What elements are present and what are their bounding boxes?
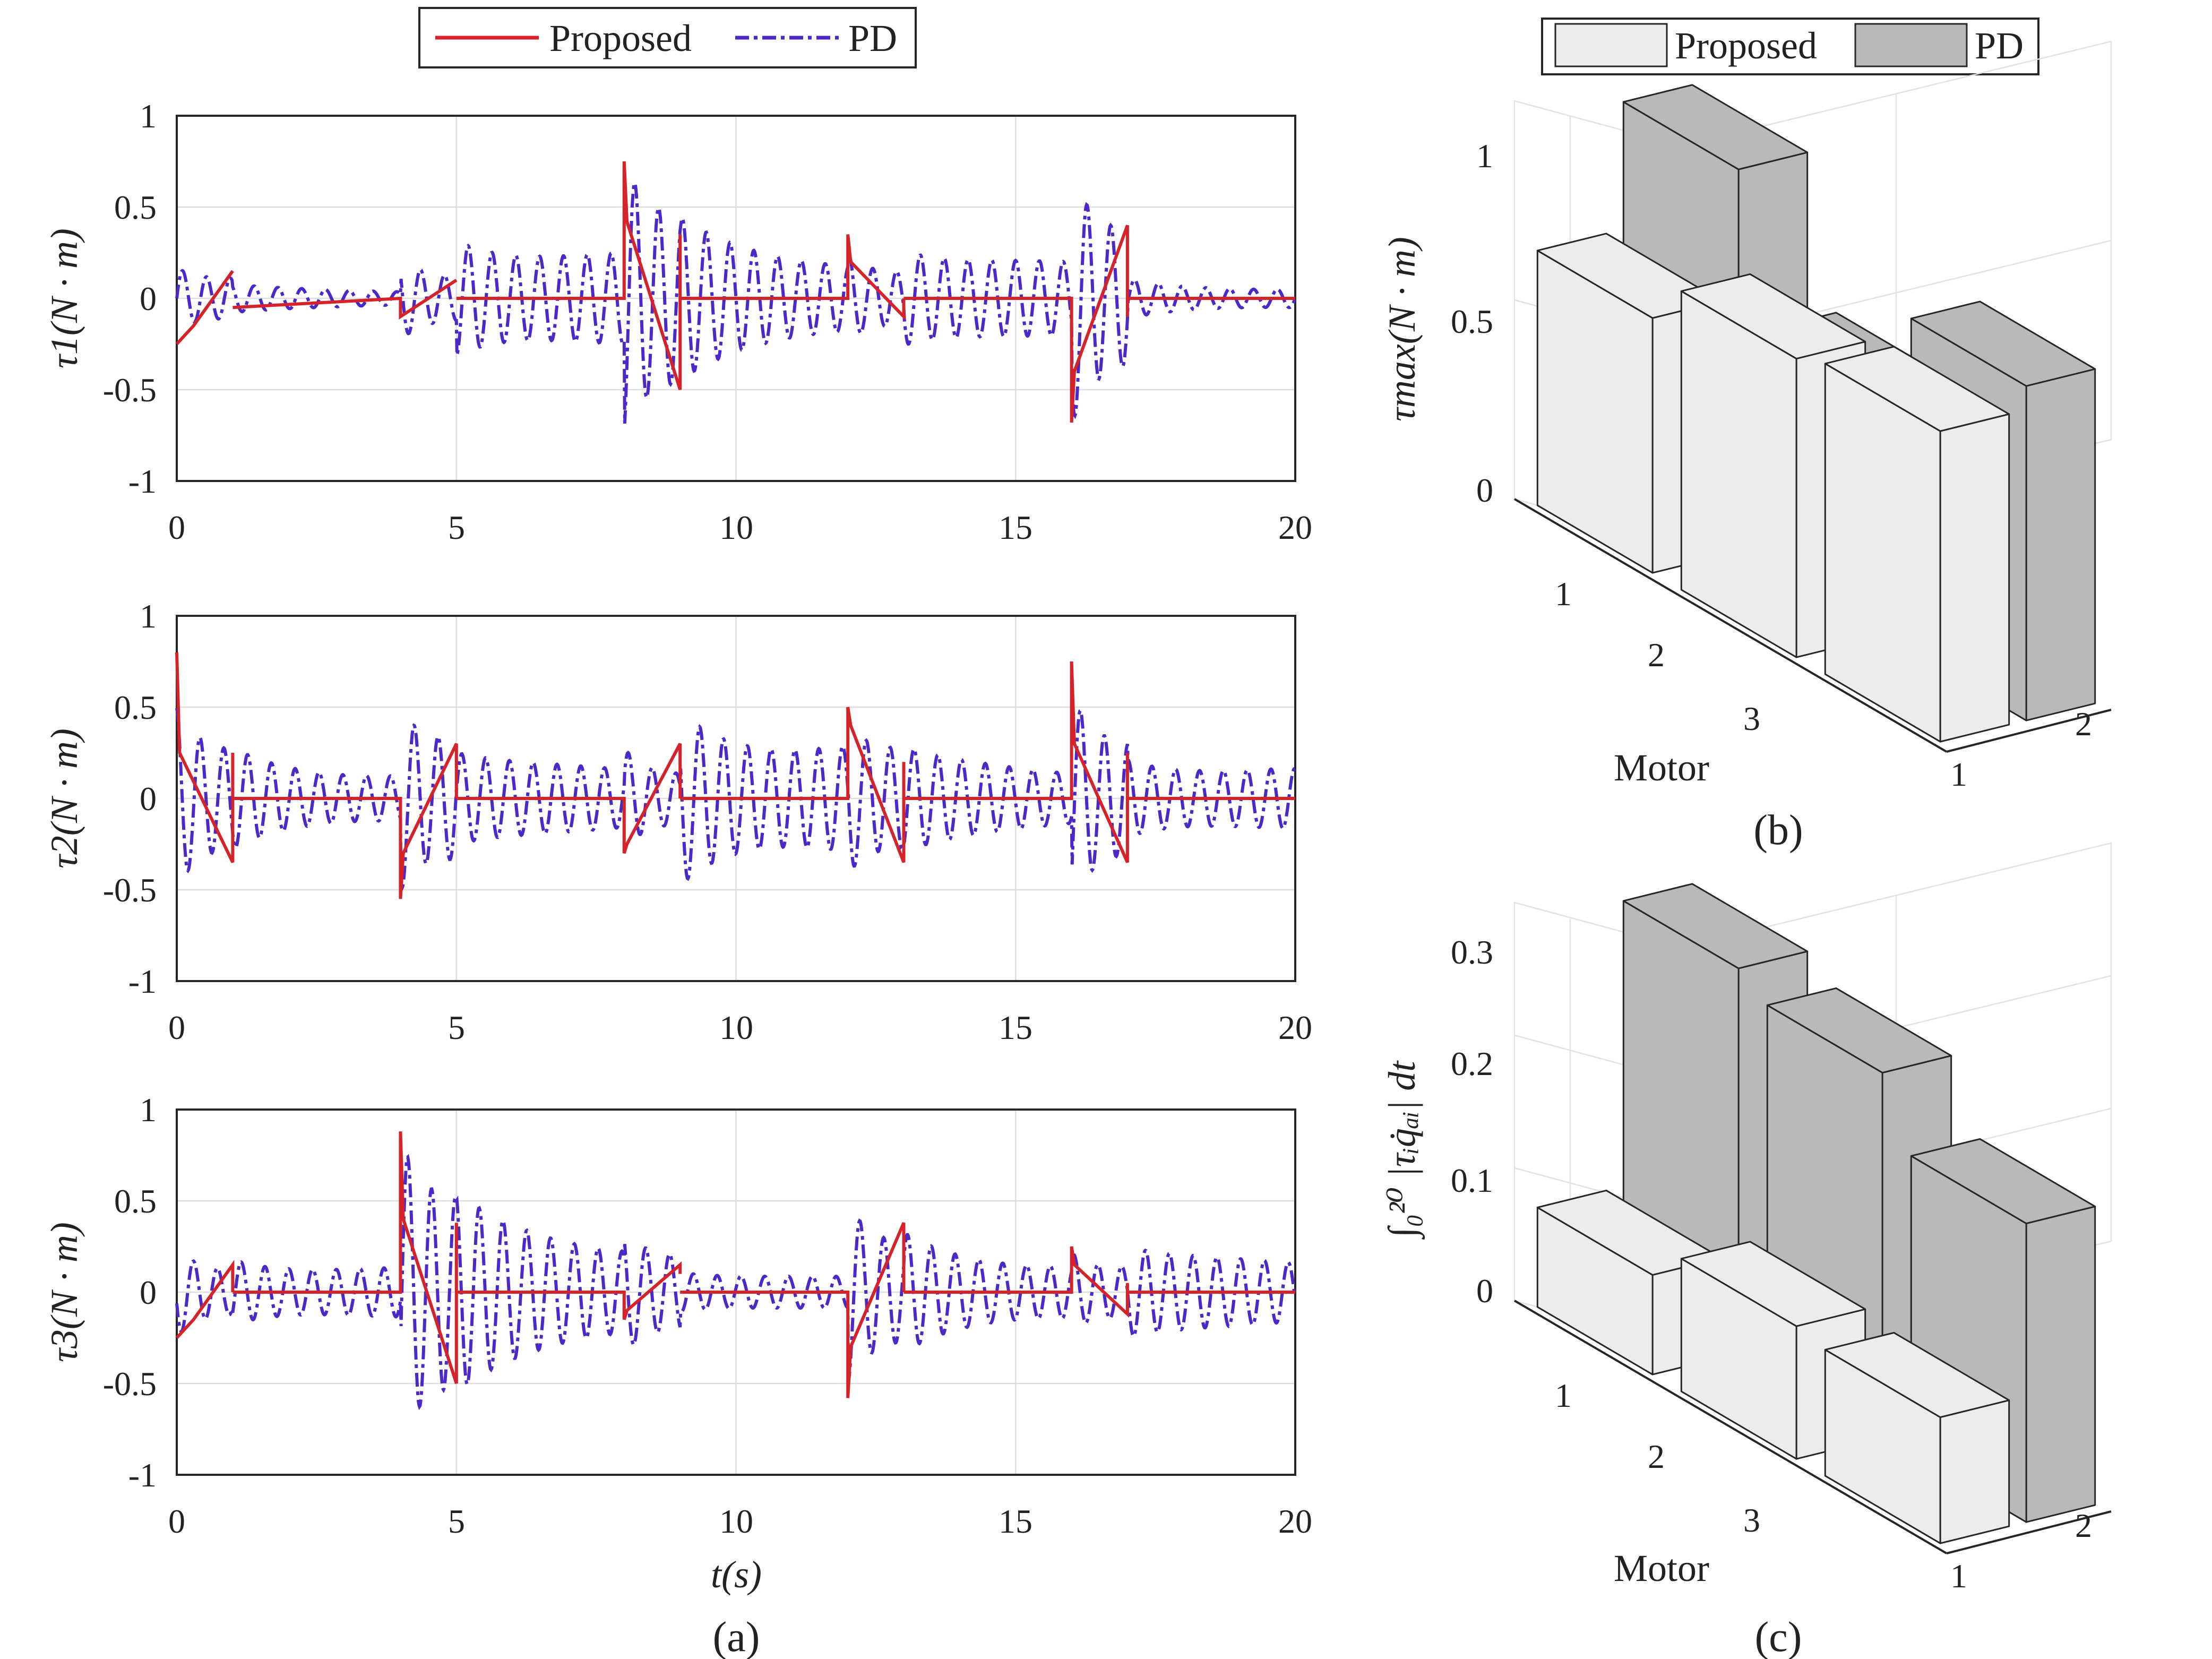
- tau1-xtick-10: 10: [719, 509, 753, 546]
- tau3-ylabel: τ3(N · m): [43, 1222, 85, 1362]
- tau2-ytick-0.5: 0.5: [114, 689, 157, 726]
- tau1-ytick--1: -1: [128, 462, 157, 500]
- tau1-ytick-1: 1: [140, 97, 157, 135]
- taumax-xlabel: Motor: [1614, 746, 1709, 789]
- caption-b: (b): [1753, 807, 1803, 854]
- energy-method-2: 2: [2075, 1507, 2092, 1544]
- plot-tau2: 0 5 10 15 20 1 0.5 0 -0.5 -1 τ2(N · m): [43, 597, 1312, 1046]
- tau3-ytick-0: 0: [140, 1274, 157, 1311]
- tau1-xtick-0: 0: [168, 509, 185, 546]
- energy-ztick-0.3: 0.3: [1451, 933, 1493, 971]
- tau2-ytick-0: 0: [140, 780, 157, 818]
- taumax-bar-top-face: [1910, 300, 2096, 387]
- energy-ztick-0.2: 0.2: [1451, 1045, 1493, 1082]
- tau3-xtick-0: 0: [168, 1502, 185, 1540]
- energy-motor-2: 2: [1648, 1438, 1665, 1475]
- tau3-xlabel: t(s): [711, 1553, 762, 1596]
- energy-ztick-0.1: 0.1: [1451, 1162, 1493, 1199]
- taumax-bar-top-face: [1824, 346, 2010, 432]
- plot-tau3: 0 5 10 15 20 1 0.5 0 -0.5 -1 τ3(N · m) t…: [43, 1091, 1312, 1596]
- tau3-ytick-1: 1: [140, 1091, 157, 1129]
- tau1-pd-line: [175, 179, 1296, 424]
- legend-bc-proposed-swatch: [1554, 23, 1668, 67]
- tau3-xtick-15: 15: [999, 1502, 1032, 1540]
- energy-motor-1: 1: [1555, 1377, 1572, 1414]
- taumax-ztick-1: 1: [1476, 137, 1493, 175]
- taumax-bar-top-face: [1622, 84, 1809, 170]
- legend-bc: Proposed PD: [1541, 18, 2039, 75]
- taumax-bar-proposed-motor-3: [1824, 346, 2010, 743]
- taumax-motor-1: 1: [1555, 575, 1572, 613]
- energy-bar-top-face: [1766, 987, 1952, 1074]
- taumax-bar-top-face: [1680, 273, 1866, 360]
- legend-a-proposed-label: Proposed: [549, 17, 692, 59]
- taumax-bar-front-face: [1939, 413, 2010, 743]
- energy-ztick-0: 0: [1476, 1272, 1493, 1310]
- taumax-ztick-0.5: 0.5: [1451, 303, 1493, 340]
- legend-a: Proposed PD: [418, 7, 917, 68]
- legend-bc-pd-label: PD: [1975, 24, 2024, 67]
- taumax-zlabel: τmax(N · m): [1381, 237, 1423, 422]
- energy-motor-3: 3: [1743, 1501, 1760, 1539]
- caption-a: (a): [713, 1614, 760, 1659]
- energy-method-1: 1: [1950, 1557, 1967, 1595]
- tau2-xtick-5: 5: [448, 1009, 465, 1046]
- tau2-xtick-20: 20: [1278, 1009, 1312, 1046]
- energy-bar-top-face: [1910, 1138, 2096, 1225]
- taumax-ztick-0: 0: [1476, 471, 1493, 509]
- tau1-ytick-0: 0: [140, 280, 157, 317]
- tau2-xtick-15: 15: [999, 1009, 1032, 1046]
- tau1-xtick-5: 5: [448, 509, 465, 546]
- tau2-xtick-0: 0: [168, 1009, 185, 1046]
- plot-tau1: 0 5 10 15 20 1 0.5 0 -0.5 -1 τ1(N · m): [43, 97, 1312, 546]
- tau3-ytick--1: -1: [128, 1456, 157, 1494]
- tau1-proposed-line: [175, 161, 1295, 423]
- energy-bar-front-face: [2025, 1206, 2096, 1523]
- caption-c: (c): [1755, 1614, 1802, 1659]
- legend-bc-proposed-label: Proposed: [1675, 24, 1817, 67]
- energy-bar-top-face: [1824, 1331, 2010, 1419]
- taumax-bar-proposed-motor-2: [1680, 273, 1866, 658]
- tau1-xtick-20: 20: [1278, 509, 1312, 546]
- tau1-ytick-0.5: 0.5: [114, 188, 157, 226]
- energy-bar-top-face: [1680, 1241, 1866, 1327]
- tau3-xtick-20: 20: [1278, 1502, 1312, 1540]
- energy-bar-proposed-motor-3: [1824, 1331, 2010, 1544]
- taumax-method-1: 1: [1950, 755, 1967, 793]
- energy-bars: [1536, 883, 2096, 1544]
- tau1-ylabel: τ1(N · m): [43, 228, 85, 368]
- tau2-pd-line: [175, 708, 1296, 891]
- legend-bc-pd-swatch: [1854, 23, 1968, 67]
- tau3-ytick--0.5: -0.5: [103, 1365, 157, 1403]
- taumax-motor-2: 2: [1648, 636, 1665, 674]
- taumax-motor-3: 3: [1743, 700, 1760, 737]
- legend-a-pd-label: PD: [848, 17, 897, 59]
- tau3-xtick-5: 5: [448, 1502, 465, 1540]
- taumax-method-2: 2: [2075, 705, 2092, 743]
- tau3-pd-line: [175, 1154, 1296, 1411]
- tau2-proposed-line: [175, 652, 1295, 899]
- tau3-xtick-10: 10: [719, 1502, 753, 1540]
- taumax-bar-front-face: [2025, 368, 2096, 721]
- tau2-ylabel: τ2(N · m): [43, 728, 85, 869]
- tau1-ytick--0.5: -0.5: [103, 371, 157, 409]
- energy-xlabel: Motor: [1614, 1547, 1709, 1589]
- tau2-ytick-1: 1: [140, 597, 157, 635]
- plot-taumax: 0 0.5 1 τmax(N · m) 1 2 3 Motor 1 2: [1381, 40, 2112, 793]
- tau2-ytick--0.5: -0.5: [103, 871, 157, 909]
- tau3-ytick-0.5: 0.5: [114, 1182, 157, 1220]
- energy-bar-front-face: [1939, 1399, 2010, 1544]
- energy-bar-top-face: [1622, 883, 1809, 969]
- energy-zlabel: ∫₀²⁰ |τᵢq̇ₐᵢ| dt: [1381, 1060, 1425, 1240]
- plot-energy: 0 0.1 0.2 0.3 ∫₀²⁰ |τᵢq̇ₐᵢ| dt 1 2 3 Mot…: [1381, 842, 2112, 1595]
- tau1-xtick-15: 15: [999, 509, 1032, 546]
- tau3-proposed-line: [175, 1131, 1295, 1398]
- taumax-bars: [1536, 84, 2096, 743]
- tau2-ytick--1: -1: [128, 962, 157, 1000]
- tau2-xtick-10: 10: [719, 1009, 753, 1046]
